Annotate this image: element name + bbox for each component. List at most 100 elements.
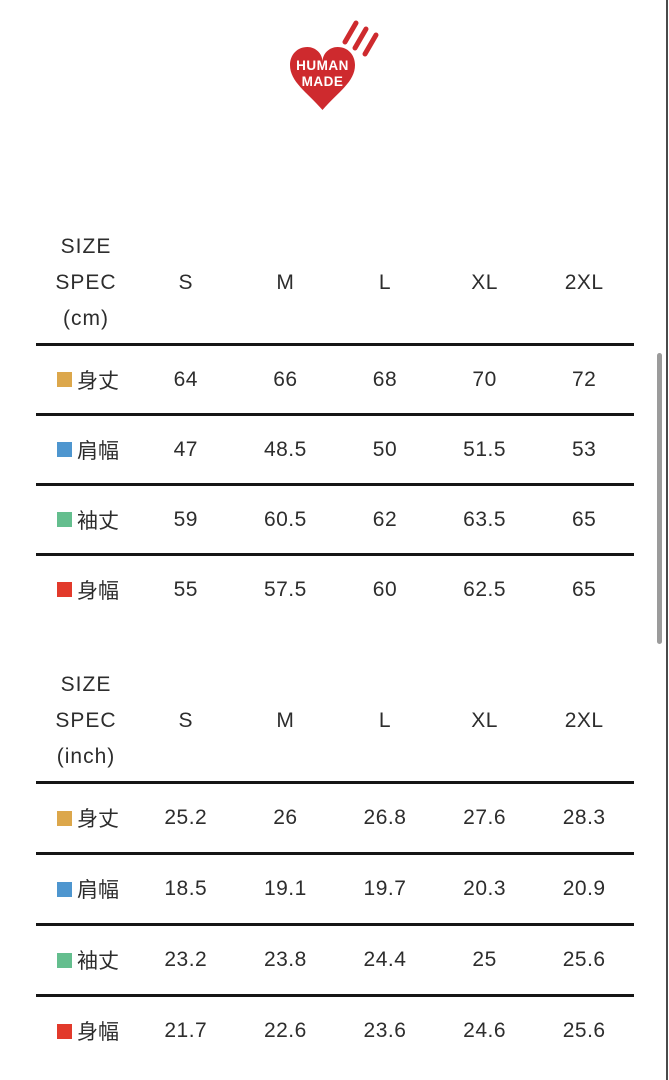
table-row-body-width-cm: 身幅 55 57.5 60 62.5 65: [36, 553, 634, 623]
shoulder-width-swatch-icon: [57, 881, 72, 897]
table-title-inch: SIZE SPEC (inch): [36, 667, 136, 775]
row-label-cell: 身幅: [36, 575, 136, 605]
body-width-swatch-icon: [57, 582, 72, 597]
size-value-cell: 21.7: [164, 1019, 208, 1042]
row-label: 肩幅: [77, 879, 119, 902]
window-edge: [666, 0, 668, 1080]
size-value-cell: 20.9: [562, 877, 606, 900]
column-header-l: L: [378, 270, 392, 294]
speed-stripes-icon: [342, 20, 378, 57]
table-row-sleeve-length-inch: 袖丈 23.2 23.8 24.4 25 25.6: [36, 923, 634, 994]
row-label-cell: 身丈: [36, 803, 136, 833]
column-header-s: S: [178, 708, 194, 732]
sleeve-length-swatch-icon: [57, 512, 72, 527]
size-value-cell: 26: [273, 806, 298, 829]
size-value-cell: 25: [472, 948, 497, 971]
body-width-swatch-icon: [57, 1023, 72, 1039]
heart-shape: [289, 47, 355, 110]
row-label-cell: 身丈: [36, 365, 136, 395]
size-table-cm-header: SIZE SPEC (cm) S M L XL 2XL: [36, 222, 634, 343]
size-value-cell: 66: [273, 367, 298, 391]
size-value-cell: 60: [372, 577, 398, 601]
size-value-cell: 25.6: [562, 1019, 606, 1042]
size-value-cell: 62.5: [463, 577, 507, 601]
size-value-cell: 23.8: [263, 948, 307, 971]
table-row-sleeve-length-cm: 袖丈 59 60.5 62 63.5 65: [36, 483, 634, 553]
human-made-logo: HUMAN MADE: [0, 0, 669, 112]
size-value-cell: 57.5: [263, 577, 307, 601]
size-value-cell: 53: [571, 437, 597, 461]
table-title-line: SIZE: [60, 672, 112, 696]
size-value-cell: 65: [571, 577, 597, 601]
table-row-shoulder-width-cm: 肩幅 47 48.5 50 51.5 53: [36, 413, 634, 483]
size-value-cell: 50: [372, 437, 398, 461]
row-label: 袖丈: [77, 509, 119, 533]
size-value-cell: 23.2: [164, 948, 208, 971]
shoulder-width-swatch-icon: [57, 442, 72, 457]
size-spec-content: SIZE SPEC (cm) S M L XL 2XL 身丈 64 66 68 …: [36, 222, 634, 1065]
table-title-line: (cm): [63, 306, 109, 330]
column-header-s: S: [178, 270, 194, 294]
size-value-cell: 72: [571, 367, 597, 391]
row-label: 身幅: [77, 579, 119, 603]
table-row-body-width-inch: 身幅 21.7 22.6 23.6 24.6 25.6: [36, 994, 634, 1065]
size-table-cm: SIZE SPEC (cm) S M L XL 2XL 身丈 64 66 68 …: [36, 222, 634, 623]
heart-logo-icon: HUMAN MADE: [289, 20, 378, 110]
column-header-xl: XL: [471, 708, 498, 732]
size-value-cell: 28.3: [562, 806, 606, 829]
logo-text-line1: HUMAN: [296, 58, 349, 73]
size-value-cell: 63.5: [463, 507, 507, 531]
size-value-cell: 20.3: [463, 877, 507, 900]
table-row-body-length-inch: 身丈 25.2 26 26.8 27.6 28.3: [36, 781, 634, 852]
size-value-cell: 60.5: [263, 507, 307, 531]
size-value-cell: 64: [173, 367, 198, 391]
column-header-2xl: 2XL: [564, 270, 604, 294]
size-table-inch: SIZE SPEC (inch) S M L XL 2XL 身丈 25.2 26…: [36, 660, 634, 1065]
table-row-body-length-cm: 身丈 64 66 68 70 72: [36, 343, 634, 413]
table-title-line: SPEC: [55, 270, 117, 294]
size-value-cell: 65: [571, 507, 597, 531]
table-title-line: SIZE: [60, 234, 112, 258]
row-label-cell: 肩幅: [36, 435, 136, 465]
row-label: 袖丈: [77, 950, 119, 973]
row-label: 肩幅: [77, 439, 119, 463]
row-label-cell: 肩幅: [36, 874, 136, 904]
column-header-m: M: [276, 708, 295, 732]
table-title-cm: SIZE SPEC (cm): [36, 229, 136, 337]
size-value-cell: 55: [173, 577, 198, 601]
size-value-cell: 24.6: [463, 1019, 507, 1042]
table-title-line: (inch): [56, 744, 116, 768]
column-header-m: M: [276, 270, 295, 294]
size-value-cell: 48.5: [263, 437, 307, 461]
size-value-cell: 26.8: [363, 806, 407, 829]
row-label: 身丈: [77, 369, 119, 393]
size-value-cell: 25.6: [562, 948, 606, 971]
size-value-cell: 24.4: [363, 948, 407, 971]
column-header-l: L: [378, 708, 392, 732]
size-value-cell: 22.6: [263, 1019, 307, 1042]
size-value-cell: 59: [173, 507, 198, 531]
size-value-cell: 18.5: [164, 877, 208, 900]
size-table-inch-header: SIZE SPEC (inch) S M L XL 2XL: [36, 660, 634, 781]
scrollbar[interactable]: [657, 353, 662, 644]
logo-text-line2: MADE: [301, 74, 343, 89]
size-value-cell: 62: [372, 507, 398, 531]
size-value-cell: 19.1: [263, 877, 307, 900]
size-value-cell: 27.6: [463, 806, 507, 829]
size-value-cell: 47: [173, 437, 198, 461]
size-value-cell: 68: [372, 367, 398, 391]
size-value-cell: 23.6: [363, 1019, 407, 1042]
row-label: 身幅: [77, 1021, 119, 1044]
table-title-line: SPEC: [55, 708, 117, 732]
size-value-cell: 70: [472, 367, 497, 391]
size-value-cell: 25.2: [164, 806, 208, 829]
row-label-cell: 身幅: [36, 1016, 136, 1046]
size-value-cell: 51.5: [463, 437, 507, 461]
size-value-cell: 19.7: [363, 877, 407, 900]
row-label: 身丈: [77, 808, 119, 831]
body-length-swatch-icon: [57, 810, 72, 826]
row-label-cell: 袖丈: [36, 945, 136, 975]
body-length-swatch-icon: [57, 372, 72, 387]
column-header-2xl: 2XL: [564, 708, 604, 732]
